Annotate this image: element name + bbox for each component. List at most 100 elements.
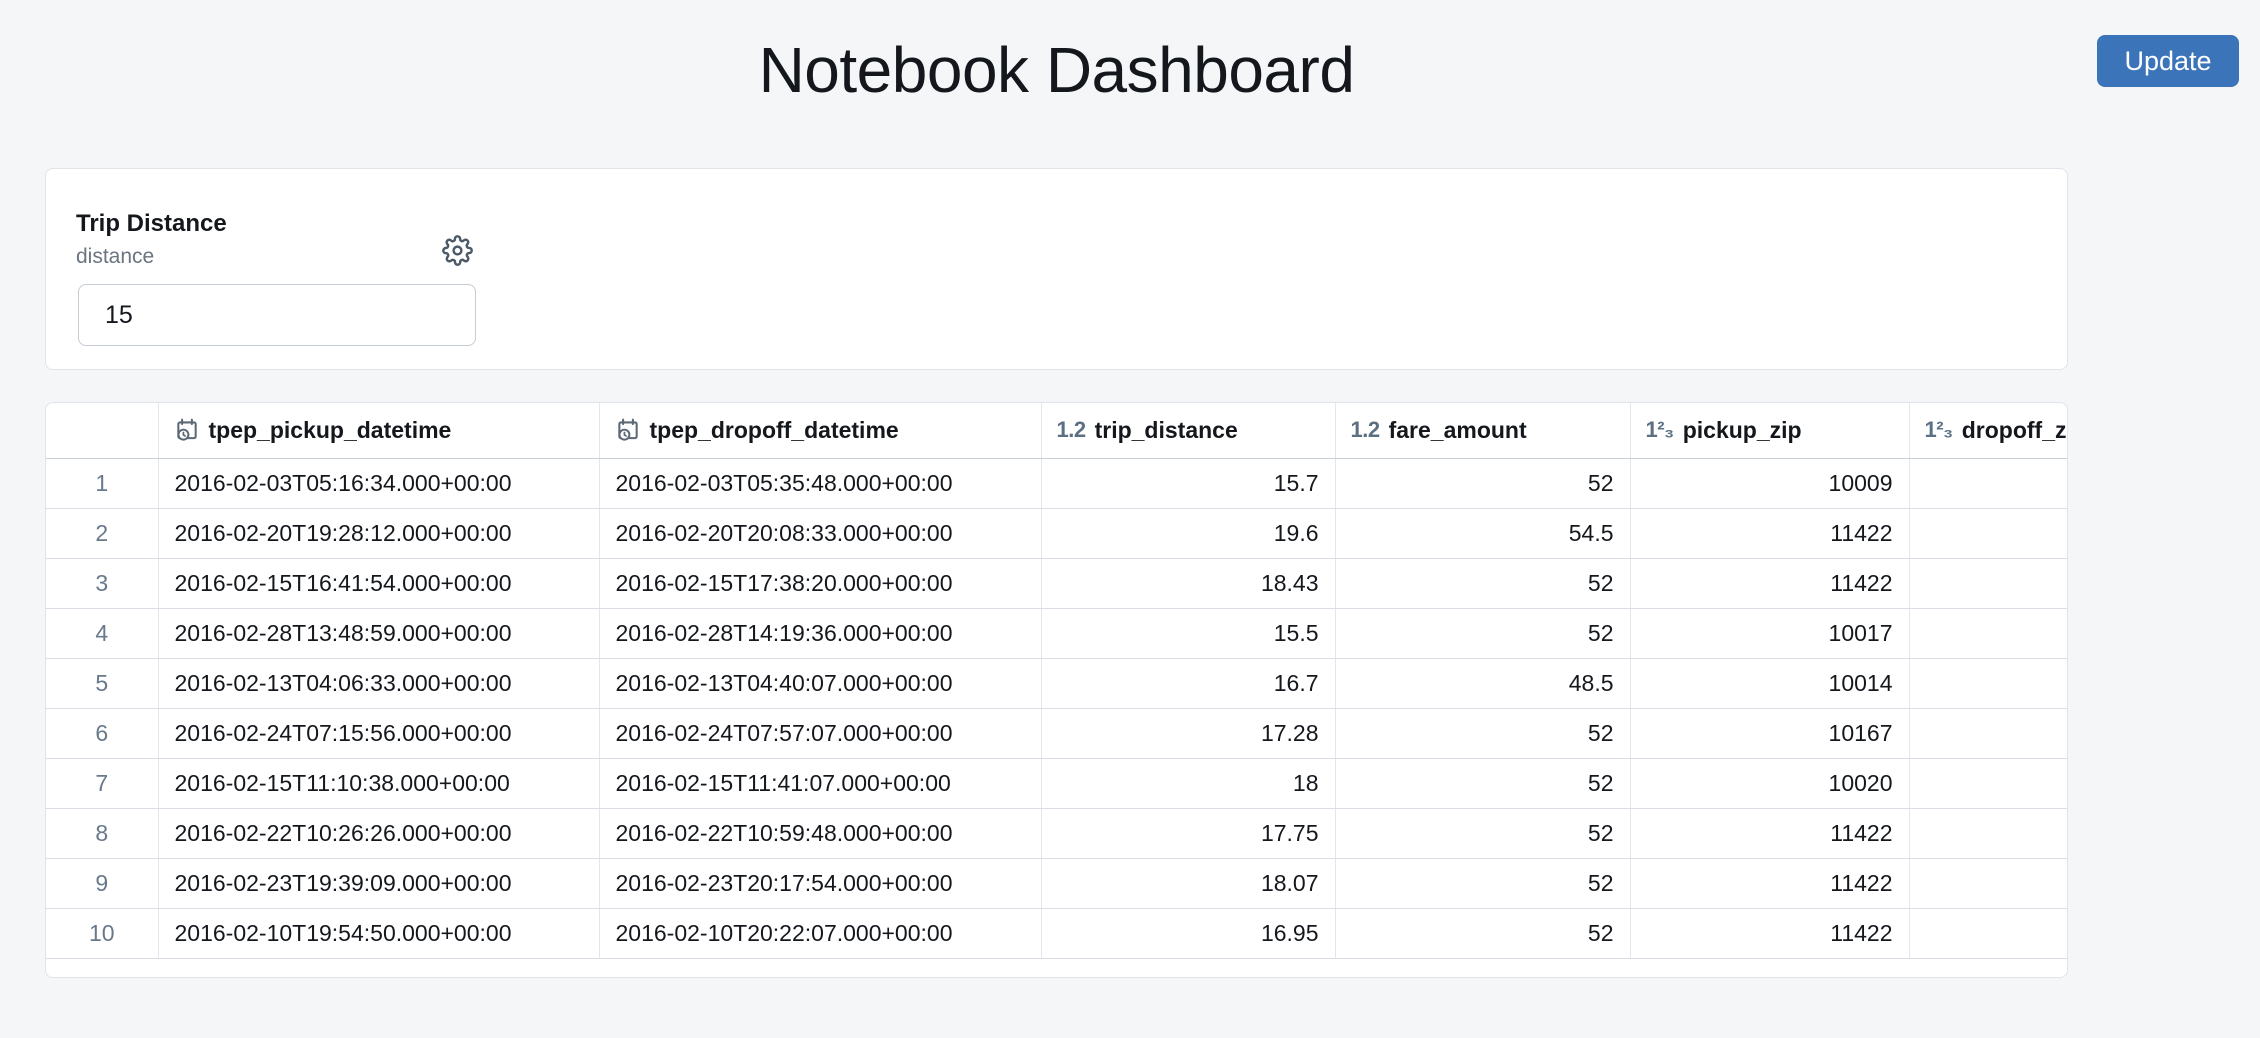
table-cell: 2016-02-22T10:59:48.000+00:00 (599, 808, 1042, 859)
table-cell: 19.6 (1041, 508, 1336, 559)
table-cell (1909, 908, 2067, 959)
table-cell: 2016-02-03T05:16:34.000+00:00 (158, 458, 600, 509)
table-cell: 2016-02-22T10:26:26.000+00:00 (158, 808, 600, 859)
table-cell: 52 (1335, 908, 1631, 959)
table-cell: 52 (1335, 608, 1631, 659)
distance-input[interactable] (78, 284, 476, 346)
table-cell: 10009 (1630, 458, 1910, 509)
row-number: 8 (46, 808, 159, 859)
dashboard-content: Notebook Dashboard Trip Distance distanc… (45, 0, 2068, 978)
table-cell: 11422 (1630, 808, 1910, 859)
table-row: 10 2016-02-10T19:54:50.000+00:00 2016-02-1… (46, 908, 2067, 959)
table-row: 9 2016-02-23T19:39:09.000+00:00 2016-02-23… (46, 858, 2067, 909)
table-row: 2 2016-02-20T19:28:12.000+00:00 2016-02-20… (46, 508, 2067, 559)
table-cell: 2016-02-13T04:40:07.000+00:00 (599, 658, 1042, 709)
column-header-label: tpep_dropoff_datetime (649, 416, 899, 443)
decimal-type-icon: 1.2 (1056, 417, 1087, 443)
table-cell: 2016-02-24T07:57:07.000+00:00 (599, 708, 1042, 759)
table-cell (1909, 558, 2067, 609)
row-number: 1 (46, 458, 159, 509)
row-number: 2 (46, 508, 159, 559)
table-cell: 2016-02-23T19:39:09.000+00:00 (158, 858, 600, 909)
table-cell: 10017 (1630, 608, 1910, 659)
table-cell: 17.75 (1041, 808, 1336, 859)
table-row: 6 2016-02-24T07:15:56.000+00:00 2016-02-24… (46, 708, 2067, 759)
table-cell: 11422 (1630, 558, 1910, 609)
table-cell: 11422 (1630, 908, 1910, 959)
column-header-label: tpep_pickup_datetime (208, 416, 452, 443)
column-header-fare_amount[interactable]: 1.2 fare_amount (1335, 403, 1631, 459)
table-cell: 2016-02-15T11:10:38.000+00:00 (158, 758, 600, 809)
widget-panel: Trip Distance distance (45, 168, 2068, 370)
gear-icon (441, 235, 473, 269)
table-cell (1909, 508, 2067, 559)
table-cell: 2016-02-15T11:41:07.000+00:00 (599, 758, 1042, 809)
table-cell: 2016-02-10T19:54:50.000+00:00 (158, 908, 600, 959)
table-cell: 18.07 (1041, 858, 1336, 909)
table-cell: 2016-02-03T05:35:48.000+00:00 (599, 458, 1042, 509)
results-table-panel: tpep_pickup_datetime tpep_dropoff_datetim… (45, 402, 2068, 978)
table-cell: 52 (1335, 808, 1631, 859)
table-cell: 52 (1335, 858, 1631, 909)
calendar-clock-icon (174, 417, 200, 443)
column-header-tpep_dropoff_datetime[interactable]: tpep_dropoff_datetime (599, 403, 1042, 459)
row-number: 6 (46, 708, 159, 759)
table-cell: 16.95 (1041, 908, 1336, 959)
row-number: 4 (46, 608, 159, 659)
results-table: tpep_pickup_datetime tpep_dropoff_datetim… (46, 403, 2067, 959)
decimal-type-icon: 1.2 (1350, 417, 1381, 443)
table-cell: 2016-02-13T04:06:33.000+00:00 (158, 658, 600, 709)
table-cell: 15.7 (1041, 458, 1336, 509)
widget-title: Trip Distance (76, 210, 227, 237)
row-number: 5 (46, 658, 159, 709)
table-cell: 52 (1335, 458, 1631, 509)
column-header-pickup_zip[interactable]: 1²₃ pickup_zip (1630, 403, 1910, 459)
table-row: 8 2016-02-22T10:26:26.000+00:00 2016-02-22… (46, 808, 2067, 859)
table-cell: 2016-02-20T19:28:12.000+00:00 (158, 508, 600, 559)
table-cell: 2016-02-10T20:22:07.000+00:00 (599, 908, 1042, 959)
table-cell: 11422 (1630, 858, 1910, 909)
table-row: 5 2016-02-13T04:06:33.000+00:00 2016-02-13… (46, 658, 2067, 709)
table-cell: 17.28 (1041, 708, 1336, 759)
table-cell: 15.5 (1041, 608, 1336, 659)
integer-type-icon: 1²₃ (1645, 417, 1675, 443)
table-row: 4 2016-02-28T13:48:59.000+00:00 2016-02-28… (46, 608, 2067, 659)
column-header-label: fare_amount (1388, 416, 1527, 443)
page-title: Notebook Dashboard (758, 34, 1355, 106)
table-cell (1909, 858, 2067, 909)
table-row: 7 2016-02-15T11:10:38.000+00:00 2016-02-15… (46, 758, 2067, 809)
row-number: 3 (46, 558, 159, 609)
column-header-label: dropoff_z (1961, 416, 2067, 443)
table-cell: 2016-02-15T16:41:54.000+00:00 (158, 558, 600, 609)
row-number: 10 (46, 908, 159, 959)
update-button[interactable]: Update (2097, 35, 2239, 87)
column-header-dropoff_z[interactable]: 1²₃ dropoff_z (1909, 403, 2067, 459)
table-row: 3 2016-02-15T16:41:54.000+00:00 2016-02-15… (46, 558, 2067, 609)
table-body: 1 2016-02-03T05:16:34.000+00:00 2016-02-03… (46, 458, 2067, 959)
widget-settings-button[interactable] (438, 233, 476, 271)
table-cell (1909, 658, 2067, 709)
table-header-row: tpep_pickup_datetime tpep_dropoff_datetim… (46, 403, 2067, 459)
table-cell (1909, 808, 2067, 859)
calendar-clock-icon (615, 417, 641, 443)
table-cell: 2016-02-23T20:17:54.000+00:00 (599, 858, 1042, 909)
column-header-tpep_pickup_datetime[interactable]: tpep_pickup_datetime (158, 403, 600, 459)
row-number: 9 (46, 858, 159, 909)
table-cell: 2016-02-20T20:08:33.000+00:00 (599, 508, 1042, 559)
table-cell: 11422 (1630, 508, 1910, 559)
table-cell: 52 (1335, 758, 1631, 809)
table-cell: 2016-02-24T07:15:56.000+00:00 (158, 708, 600, 759)
table-cell: 18.43 (1041, 558, 1336, 609)
column-header-trip_distance[interactable]: 1.2 trip_distance (1041, 403, 1336, 459)
table-cell: 10014 (1630, 658, 1910, 709)
table-cell: 48.5 (1335, 658, 1631, 709)
column-header-label: pickup_zip (1682, 416, 1802, 443)
table-cell: 52 (1335, 558, 1631, 609)
table-cell: 2016-02-28T14:19:36.000+00:00 (599, 608, 1042, 659)
widget-param-name: distance (76, 245, 155, 268)
row-number: 7 (46, 758, 159, 809)
table-cell (1909, 708, 2067, 759)
table-cell: 54.5 (1335, 508, 1631, 559)
table-cell: 10167 (1630, 708, 1910, 759)
table-cell: 16.7 (1041, 658, 1336, 709)
